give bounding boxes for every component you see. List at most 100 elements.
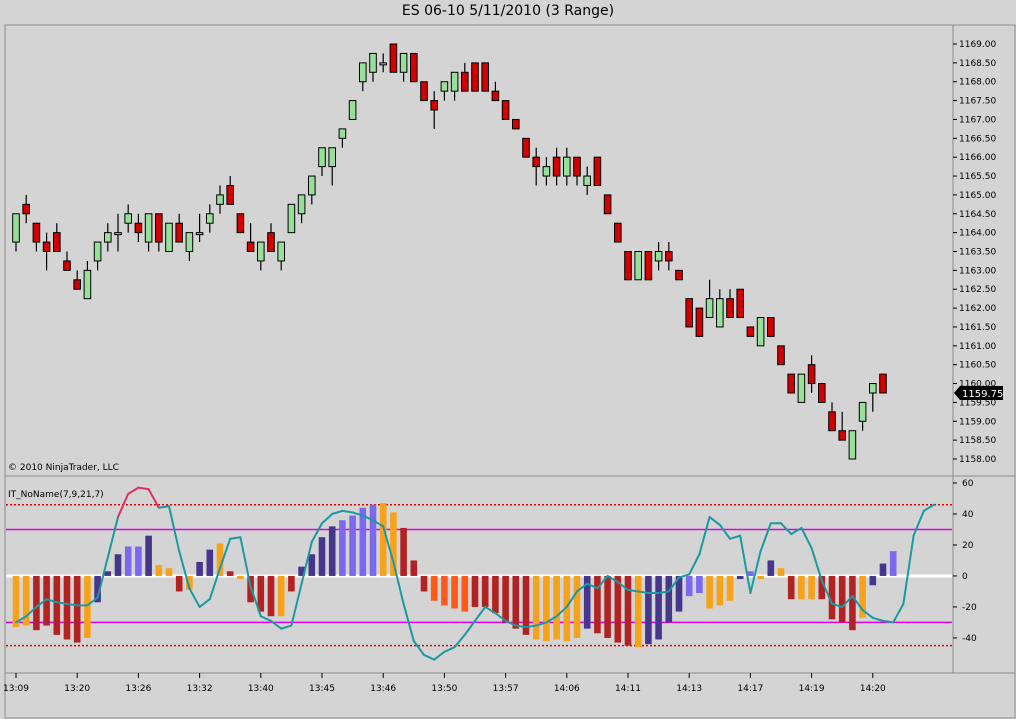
oscillator-line-segment bbox=[545, 615, 558, 624]
oscillator-line-segment bbox=[219, 537, 232, 570]
candle bbox=[807, 355, 816, 393]
candle bbox=[736, 288, 745, 319]
candle bbox=[246, 223, 255, 252]
oscillator-line-segment bbox=[729, 534, 742, 540]
candle bbox=[155, 213, 163, 252]
candle-body bbox=[685, 298, 694, 328]
price-tick-label: 1162.50 bbox=[959, 285, 996, 295]
histogram-bar bbox=[767, 560, 775, 576]
histogram-bar bbox=[522, 575, 530, 635]
candle bbox=[450, 71, 459, 101]
candle bbox=[654, 242, 663, 271]
candle bbox=[471, 62, 479, 92]
oscillator-line-segment bbox=[402, 602, 415, 643]
oscillator-line-segment bbox=[259, 615, 272, 622]
oscillator-line-segment bbox=[117, 492, 130, 519]
candle-body bbox=[155, 213, 163, 243]
oscillator-line-segment bbox=[484, 605, 497, 615]
candle-body bbox=[450, 71, 459, 92]
candle-body bbox=[32, 222, 41, 243]
candle bbox=[22, 194, 30, 224]
candle bbox=[104, 223, 112, 252]
candle-body bbox=[430, 100, 438, 111]
candle bbox=[726, 289, 734, 319]
candle bbox=[512, 118, 520, 130]
price-tick-label: 1161.00 bbox=[959, 342, 996, 352]
candle-body bbox=[338, 128, 347, 139]
osc-tick-label: -20 bbox=[962, 603, 977, 613]
candle-body bbox=[603, 194, 612, 215]
histogram-bar bbox=[696, 575, 703, 593]
candle bbox=[685, 298, 694, 328]
histogram-bar bbox=[410, 560, 418, 576]
oscillator-line-segment bbox=[790, 526, 803, 536]
oscillator-line-segment bbox=[208, 567, 221, 601]
histogram-bar bbox=[481, 575, 489, 607]
candle bbox=[501, 100, 510, 120]
oscillator-line-segment bbox=[627, 588, 640, 593]
candle bbox=[32, 222, 41, 252]
oscillator-line-segment bbox=[800, 526, 813, 550]
candle-body bbox=[542, 166, 551, 177]
time-tick-label: 14:17 bbox=[737, 684, 763, 694]
price-panel[interactable] bbox=[4, 24, 954, 477]
candle bbox=[614, 222, 622, 243]
oscillator-line-segment bbox=[892, 602, 905, 624]
histogram-bar bbox=[114, 554, 122, 576]
histogram-bar bbox=[645, 575, 652, 645]
candle-body bbox=[838, 430, 847, 441]
histogram-bar bbox=[461, 575, 469, 612]
histogram-bar bbox=[777, 568, 785, 576]
candle bbox=[226, 176, 234, 205]
histogram-bar bbox=[135, 546, 142, 576]
candle bbox=[440, 81, 449, 101]
histogram-bar bbox=[675, 575, 683, 612]
candle-body bbox=[308, 175, 316, 196]
oscillator-line-segment bbox=[902, 534, 915, 605]
histogram-bar bbox=[624, 575, 632, 646]
candle-body bbox=[552, 156, 561, 177]
candle-body bbox=[389, 43, 398, 73]
price-tick-label: 1163.00 bbox=[959, 266, 996, 276]
histogram-bar bbox=[308, 554, 316, 576]
oscillator-axis bbox=[952, 475, 1016, 674]
candle bbox=[206, 204, 214, 233]
candle-body bbox=[705, 298, 714, 319]
candle bbox=[12, 213, 20, 252]
candle bbox=[705, 279, 714, 319]
histogram-bar bbox=[155, 565, 163, 576]
histogram-bar bbox=[879, 563, 887, 576]
price-tick-label: 1164.00 bbox=[959, 229, 996, 239]
candle bbox=[318, 147, 326, 177]
candle-body bbox=[165, 222, 173, 252]
oscillator-line-segment bbox=[565, 590, 578, 608]
histogram-bar bbox=[787, 575, 795, 600]
histogram-bar bbox=[604, 575, 611, 638]
candle-body bbox=[287, 203, 296, 234]
oscillator-line-segment bbox=[596, 574, 609, 590]
time-axis bbox=[4, 672, 1016, 719]
time-tick-label: 14:20 bbox=[860, 684, 886, 694]
histogram-bar bbox=[471, 575, 479, 607]
histogram-bar bbox=[186, 575, 193, 590]
histogram-bar bbox=[257, 575, 265, 612]
candle bbox=[165, 222, 173, 252]
candle-body bbox=[53, 232, 61, 253]
candle bbox=[287, 203, 296, 234]
oscillator-line-segment bbox=[137, 486, 150, 491]
time-tick-label: 13:45 bbox=[309, 684, 335, 694]
candle-body bbox=[614, 222, 622, 243]
candle bbox=[175, 213, 183, 243]
oscillator-histogram bbox=[12, 503, 897, 648]
histogram-bar bbox=[196, 562, 203, 576]
oscillator-line-segment bbox=[922, 503, 935, 512]
candle-body bbox=[369, 52, 377, 73]
histogram-bar bbox=[553, 575, 560, 640]
time-tick-label: 13:20 bbox=[64, 684, 90, 694]
candle bbox=[359, 62, 367, 92]
candle-body bbox=[246, 241, 255, 252]
oscillator-line-segment bbox=[820, 579, 833, 605]
oscillator-line-segment bbox=[576, 582, 589, 593]
candle bbox=[461, 62, 469, 92]
